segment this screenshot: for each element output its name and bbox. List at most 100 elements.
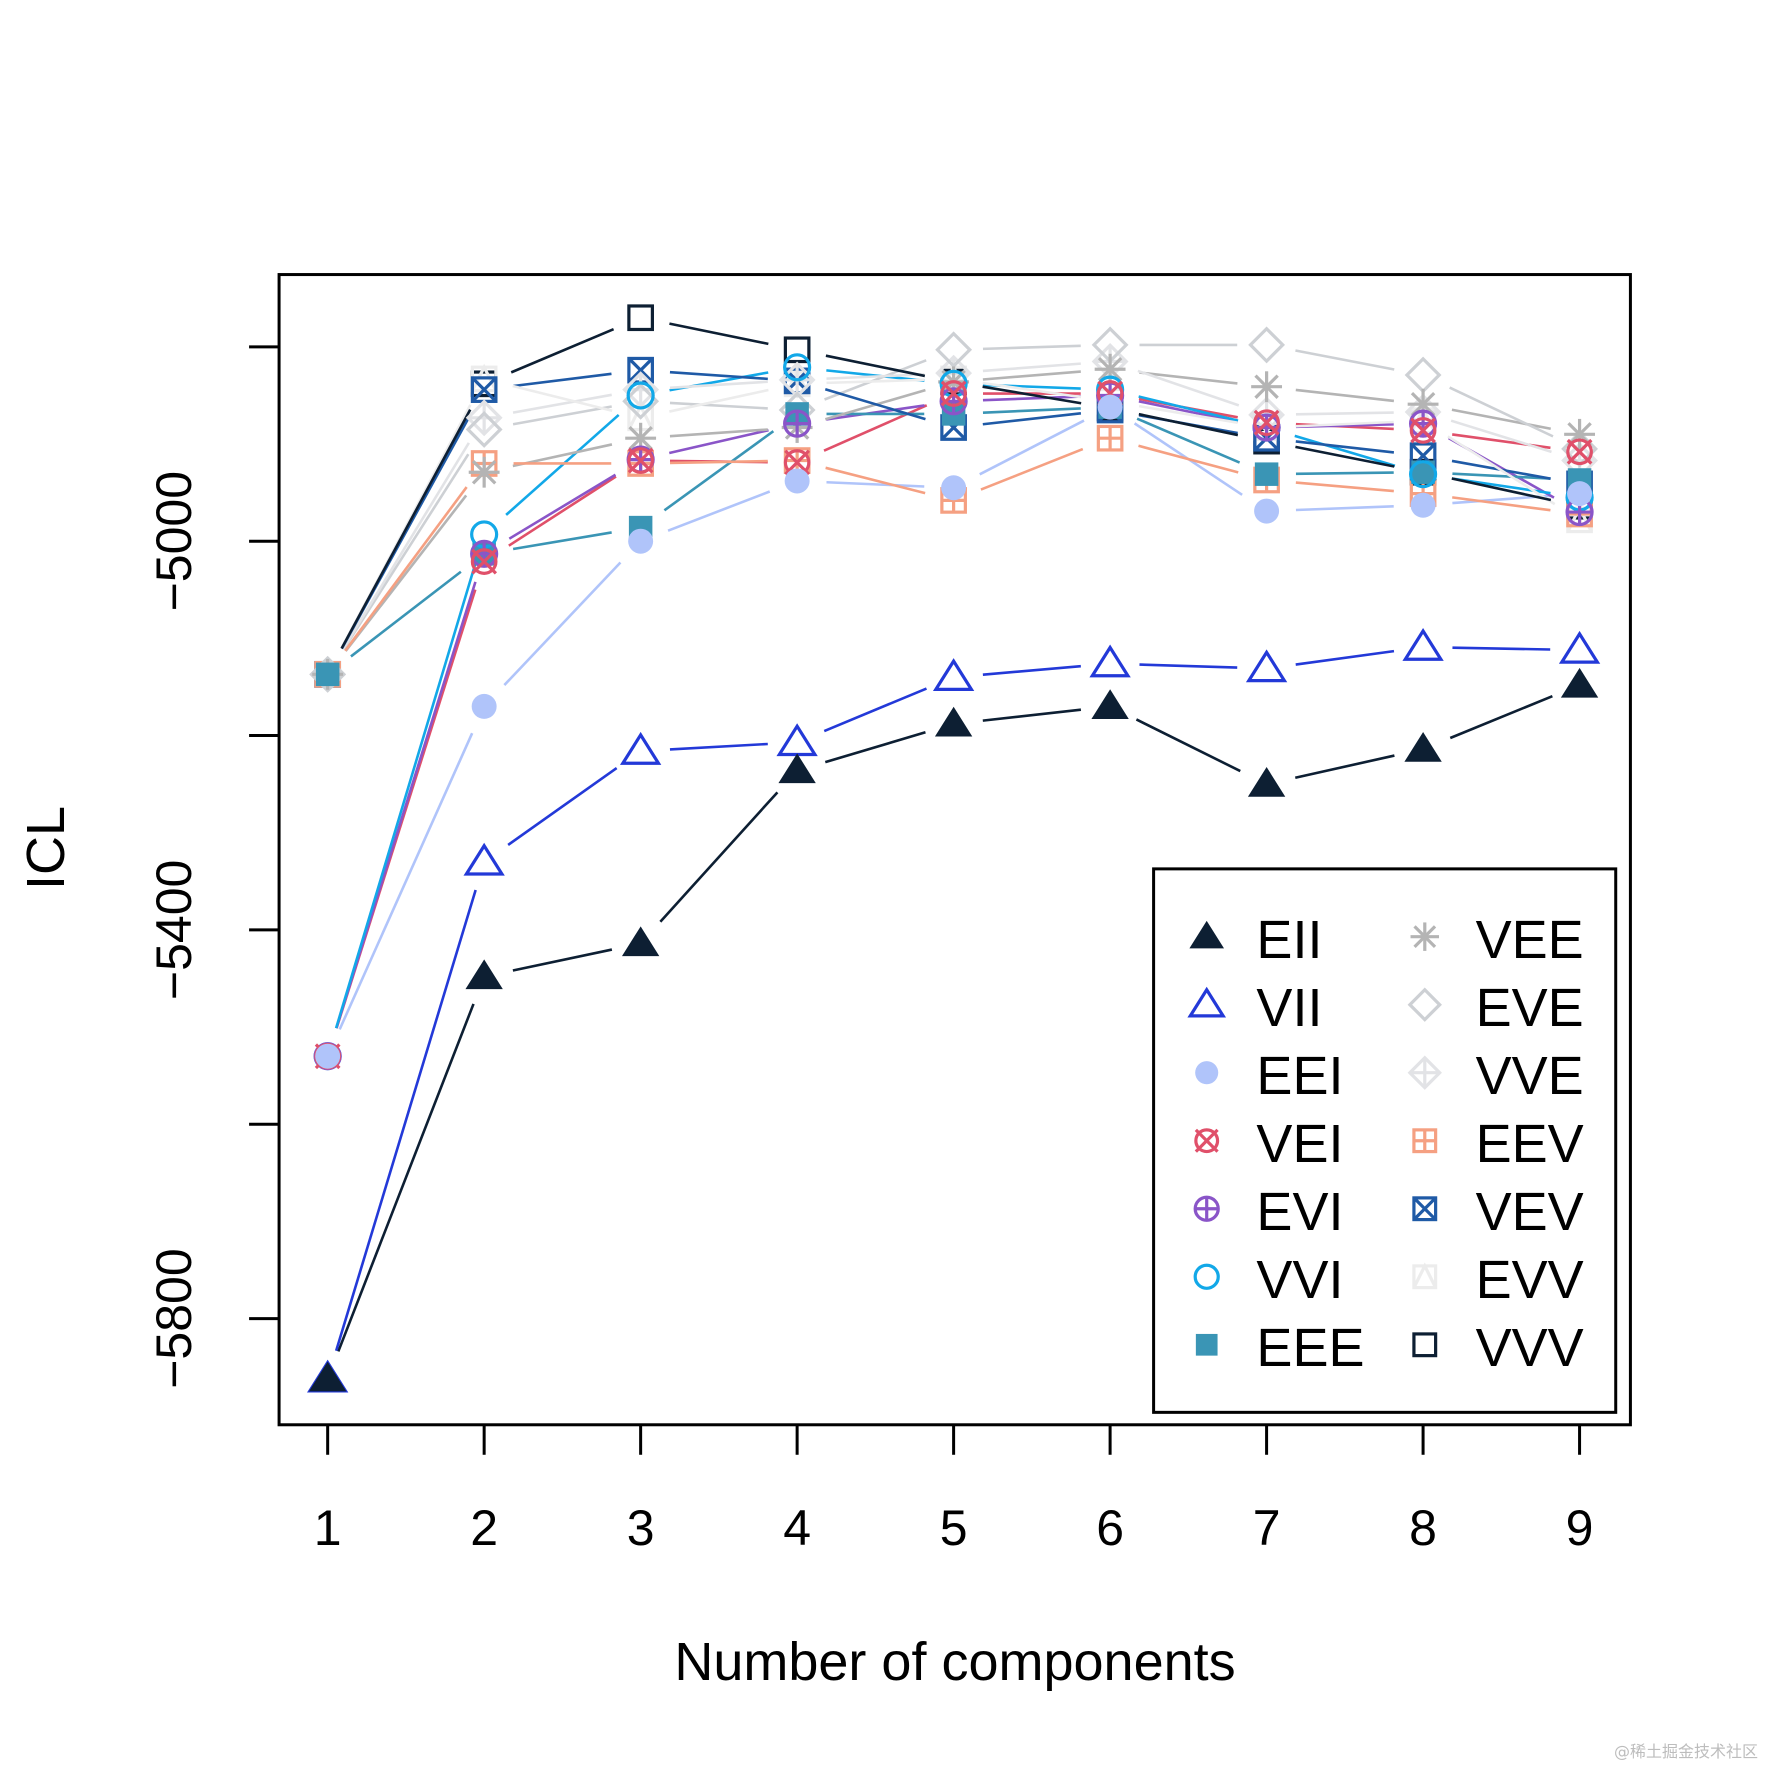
x-stroke — [471, 548, 498, 575]
x-tick-label: 6 — [1096, 1500, 1124, 1556]
triangle-open-shape — [619, 731, 662, 765]
diamond-shape — [622, 382, 660, 420]
triangle-open-shape — [932, 658, 975, 691]
x-tick-label: 2 — [470, 1500, 498, 1556]
legend-item-vvi: VVI — [1193, 1250, 1343, 1310]
line-segment — [1295, 411, 1394, 416]
line-segment — [982, 344, 1081, 351]
x-tick-label: 8 — [1409, 1500, 1437, 1556]
data-point — [932, 658, 975, 691]
data-point — [783, 409, 812, 438]
y-tick-label: −5000 — [146, 471, 202, 611]
legend-label: VEV — [1476, 1182, 1584, 1242]
legend-marker-icon — [1412, 1128, 1438, 1154]
line-segment — [663, 430, 775, 512]
data-point — [1410, 492, 1436, 518]
data-point — [1409, 417, 1437, 444]
line-segment — [1451, 477, 1552, 502]
series-markers-eii — [308, 667, 1599, 1392]
data-point — [621, 926, 660, 957]
data-point — [626, 381, 655, 410]
triangle-filled-shape — [1189, 920, 1225, 949]
circle-filled-shape — [1195, 1061, 1219, 1085]
legend-item-eee: EEE — [1195, 1318, 1364, 1378]
triangle-filled-shape — [308, 1361, 347, 1392]
circle-filled-shape — [784, 468, 810, 494]
line-segment — [1295, 505, 1394, 512]
data-point — [1089, 644, 1131, 678]
asterisk-stroke — [471, 459, 497, 485]
x-stroke — [1253, 409, 1280, 436]
line-segment — [669, 742, 768, 751]
data-point — [619, 731, 662, 765]
line-segment — [1451, 408, 1551, 431]
data-point — [1097, 394, 1123, 420]
circle-shape — [1409, 417, 1437, 444]
legend-item-evv: EVV — [1412, 1250, 1584, 1310]
triangle-open-shape — [1187, 986, 1227, 1018]
data-point — [1404, 356, 1442, 394]
legend-marker-icon — [1195, 1061, 1219, 1085]
legend-label: VVV — [1476, 1318, 1584, 1378]
circle-filled-shape — [1097, 394, 1123, 420]
data-point — [471, 693, 497, 719]
legend-marker-icon — [1410, 922, 1440, 951]
circle-shape — [1194, 1128, 1220, 1154]
line-segment — [980, 447, 1084, 491]
line-segment — [510, 327, 615, 374]
circle-shape — [1253, 409, 1280, 437]
y-tick-label: −5400 — [146, 860, 202, 1000]
x-axis-label: Number of components — [674, 1632, 1235, 1692]
legend-item-vii: VII — [1187, 978, 1322, 1038]
data-point — [1248, 326, 1286, 364]
line-segment — [1450, 419, 1552, 454]
x-stroke — [1566, 438, 1593, 465]
line-segment — [824, 731, 926, 764]
legend-label: EEE — [1256, 1318, 1364, 1378]
line-segment — [669, 428, 768, 438]
line-segment — [508, 473, 617, 540]
x-tick-label: 4 — [783, 1500, 811, 1556]
circle-shape — [1566, 438, 1593, 466]
legend-label: EII — [1256, 910, 1322, 970]
line-segment — [982, 407, 1081, 414]
line-segment — [1449, 386, 1554, 438]
triangle-filled-shape — [1404, 732, 1442, 762]
line-segment — [668, 428, 769, 455]
triangle-filled-shape — [621, 926, 660, 957]
legend-marker-icon — [1407, 987, 1442, 1022]
legend-marker-icon — [1193, 1195, 1220, 1222]
triangle-stroke — [1412, 1262, 1438, 1289]
square-open-shape — [627, 304, 654, 332]
line-segment — [340, 409, 472, 650]
legend-item-vee: VEE — [1410, 910, 1584, 970]
line-segment — [341, 442, 470, 650]
data-point — [315, 1043, 341, 1069]
legend-box — [1152, 867, 1618, 1414]
legend-marker-icon — [1193, 1263, 1220, 1290]
line-segment — [512, 393, 612, 414]
triangle-filled-shape — [778, 753, 816, 784]
diamond-shape — [1404, 356, 1442, 394]
x-tick-label: 7 — [1253, 1500, 1281, 1556]
series-line-vve — [341, 362, 1552, 650]
line-segment — [1295, 471, 1394, 476]
line-segment — [1138, 400, 1239, 423]
line-segment — [1447, 435, 1556, 506]
line-segment — [982, 708, 1082, 722]
legend-label: EVV — [1476, 1250, 1584, 1310]
line-segment — [1295, 388, 1395, 403]
square-open-shape — [1412, 1332, 1438, 1358]
watermark: @稀土掘金技术社区 — [1613, 1742, 1758, 1761]
triangle-open-shape — [1089, 644, 1131, 678]
data-point — [1096, 424, 1124, 452]
line-segment — [1295, 649, 1395, 666]
legend-item-vei: VEI — [1194, 1114, 1343, 1174]
data-point — [1254, 462, 1279, 486]
line-segment — [982, 381, 1082, 399]
circle-shape — [627, 447, 654, 474]
circle-shape — [940, 380, 967, 407]
circle-open-shape — [1408, 460, 1438, 489]
legend-marker-icon — [1187, 986, 1227, 1018]
